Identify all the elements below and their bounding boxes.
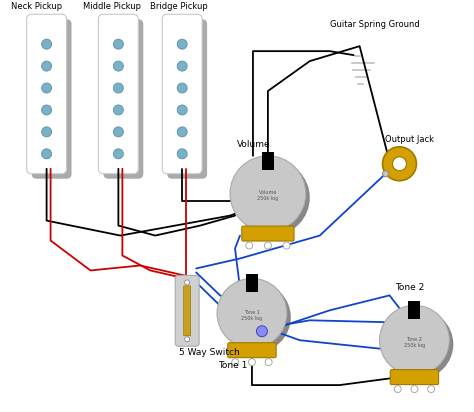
Text: Tone 2
250k log: Tone 2 250k log <box>404 337 425 348</box>
FancyBboxPatch shape <box>228 343 276 358</box>
Circle shape <box>246 242 253 249</box>
Text: Volume: Volume <box>237 140 271 149</box>
Circle shape <box>383 309 453 379</box>
Bar <box>409 301 420 319</box>
Circle shape <box>42 83 52 93</box>
Bar <box>246 274 258 293</box>
Text: 5 Way Switch: 5 Way Switch <box>179 348 240 357</box>
Text: Guitar Spring Ground: Guitar Spring Ground <box>330 20 419 29</box>
Circle shape <box>383 147 417 181</box>
Circle shape <box>177 39 187 49</box>
Text: Middle Pickup: Middle Pickup <box>83 2 141 11</box>
Text: Tone 1
250k log: Tone 1 250k log <box>241 310 263 321</box>
Text: Volume
250k log: Volume 250k log <box>257 190 279 201</box>
FancyBboxPatch shape <box>390 370 438 384</box>
Circle shape <box>221 282 291 352</box>
Circle shape <box>256 326 267 337</box>
Text: Tone 1: Tone 1 <box>218 361 247 370</box>
Circle shape <box>177 127 187 137</box>
Circle shape <box>230 156 306 232</box>
FancyBboxPatch shape <box>242 226 294 241</box>
Circle shape <box>380 305 449 375</box>
Circle shape <box>185 337 190 342</box>
Circle shape <box>42 39 52 49</box>
Circle shape <box>394 386 401 393</box>
FancyBboxPatch shape <box>175 276 199 346</box>
Circle shape <box>234 160 310 236</box>
Circle shape <box>177 61 187 71</box>
Text: Output Jack: Output Jack <box>384 135 434 144</box>
Circle shape <box>411 386 418 393</box>
Circle shape <box>232 359 239 365</box>
FancyBboxPatch shape <box>27 14 66 174</box>
Text: Bridge Pickup: Bridge Pickup <box>150 2 208 11</box>
Circle shape <box>265 359 272 365</box>
Circle shape <box>283 242 290 249</box>
Circle shape <box>42 61 52 71</box>
Circle shape <box>217 279 287 348</box>
Circle shape <box>177 83 187 93</box>
Bar <box>262 152 274 170</box>
Circle shape <box>113 105 123 115</box>
Circle shape <box>113 127 123 137</box>
Circle shape <box>185 280 190 285</box>
Circle shape <box>177 105 187 115</box>
Circle shape <box>42 105 52 115</box>
Circle shape <box>383 171 389 177</box>
Text: Tone 2: Tone 2 <box>395 283 425 293</box>
Text: Neck Pickup: Neck Pickup <box>11 2 62 11</box>
Circle shape <box>177 149 187 159</box>
FancyBboxPatch shape <box>103 19 143 179</box>
Circle shape <box>113 149 123 159</box>
Circle shape <box>113 83 123 93</box>
Circle shape <box>113 61 123 71</box>
Circle shape <box>113 39 123 49</box>
FancyBboxPatch shape <box>32 19 72 179</box>
Circle shape <box>248 359 255 365</box>
Circle shape <box>264 242 272 249</box>
Circle shape <box>42 149 52 159</box>
FancyBboxPatch shape <box>162 14 202 174</box>
Circle shape <box>392 157 407 171</box>
Circle shape <box>42 127 52 137</box>
Circle shape <box>428 386 435 393</box>
FancyBboxPatch shape <box>99 14 138 174</box>
FancyBboxPatch shape <box>183 286 191 336</box>
FancyBboxPatch shape <box>167 19 207 179</box>
